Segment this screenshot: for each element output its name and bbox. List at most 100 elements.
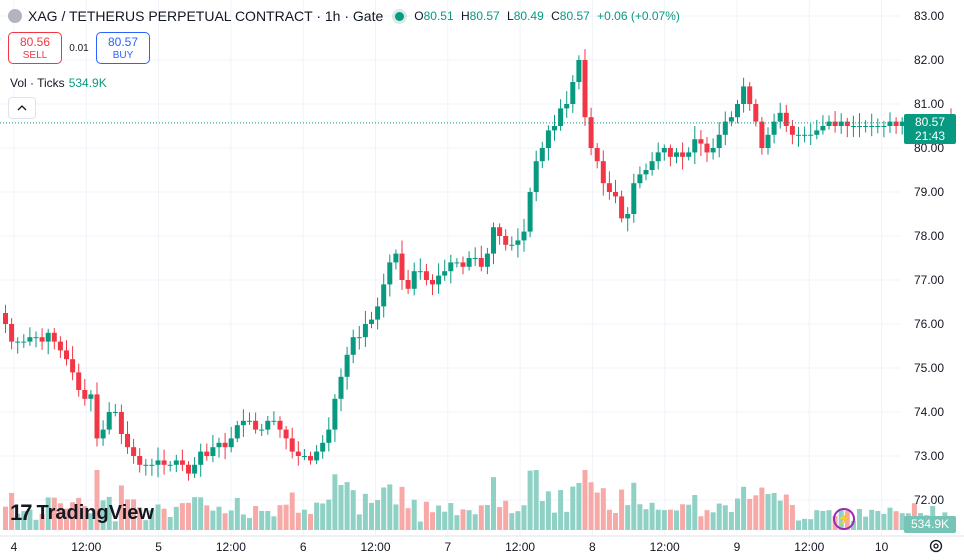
volume-bar xyxy=(759,487,765,530)
candle-body xyxy=(460,262,466,267)
price-tick-label: 73.00 xyxy=(914,449,944,463)
volume-bar xyxy=(301,509,307,530)
volume-bar xyxy=(783,494,789,530)
candle-body xyxy=(545,130,551,148)
time-tick-label: 7 xyxy=(444,540,451,554)
time-tick-label: 5 xyxy=(155,540,162,554)
volume-bar xyxy=(57,503,63,530)
candle-body xyxy=(277,420,283,430)
candle-body xyxy=(674,152,679,157)
sell-label: SELL xyxy=(22,50,48,61)
volume-bar xyxy=(76,497,82,530)
ohlc-legend: O80.51 H80.57 L80.49 C80.57 +0.06 (+0.07… xyxy=(414,9,680,23)
volume-bar xyxy=(564,511,570,530)
candle-body xyxy=(356,337,362,339)
buy-button[interactable]: 80.57 BUY xyxy=(96,32,150,64)
volume-bar xyxy=(430,512,435,530)
volume-bar xyxy=(637,504,643,530)
volume-bar xyxy=(9,492,15,530)
candle-body xyxy=(667,148,673,157)
candle-body xyxy=(57,341,63,351)
volume-bar xyxy=(497,507,503,530)
volume-bar xyxy=(753,495,759,530)
volume-bar xyxy=(777,500,783,530)
volume-legend[interactable]: Vol · Ticks 534.9K xyxy=(10,76,107,90)
sell-button[interactable]: 80.56 SELL xyxy=(8,32,62,64)
candle-body xyxy=(844,121,850,126)
gear-icon[interactable] xyxy=(928,538,944,554)
volume-bar xyxy=(332,474,338,530)
candle-body xyxy=(716,134,722,148)
candle-body xyxy=(735,104,740,118)
volume-bar xyxy=(240,514,246,530)
volume-bar xyxy=(173,506,179,530)
volume-bar xyxy=(680,504,686,530)
volume-bar xyxy=(545,491,551,530)
volume-bar xyxy=(796,520,801,530)
market-status-icon xyxy=(395,11,405,21)
volume-bar xyxy=(106,496,112,530)
volume-bar xyxy=(27,509,33,530)
volume-bar xyxy=(850,520,856,530)
candle-body xyxy=(33,337,39,339)
volume-bar xyxy=(15,513,21,530)
volume-bar xyxy=(704,510,710,530)
symbol-title[interactable]: XAG / TETHERUS PERPETUAL CONTRACT · 1h ·… xyxy=(28,8,384,24)
candle-body xyxy=(777,112,783,122)
volume-bar xyxy=(735,498,740,530)
volume-bar xyxy=(411,499,417,530)
volume-bar xyxy=(442,511,448,530)
volume-bar xyxy=(417,521,423,530)
volume-bar xyxy=(314,502,320,530)
volume-bar xyxy=(125,499,130,530)
candle-body xyxy=(265,420,271,430)
candle-body xyxy=(405,280,411,289)
volume-bar xyxy=(222,513,228,530)
volume-bar xyxy=(558,490,564,530)
volume-bar xyxy=(741,486,747,530)
time-tick-label: 6 xyxy=(300,540,307,554)
candle-body xyxy=(88,394,94,399)
candle-body xyxy=(643,170,649,175)
volume-bar xyxy=(606,509,612,530)
candle-body xyxy=(521,231,527,241)
current-price-tag: 80.57 21:43 xyxy=(904,114,956,144)
candle-body xyxy=(15,341,21,343)
trade-panel: 80.56 SELL 0.01 80.57 BUY xyxy=(8,32,150,64)
candle-body xyxy=(661,148,667,153)
candle-body xyxy=(582,60,588,118)
tradingview-logo[interactable]: 17 TradingView xyxy=(10,500,154,526)
volume-bar xyxy=(802,518,808,530)
candle-body xyxy=(594,148,600,162)
candle-body xyxy=(350,337,356,355)
collapse-legend-button[interactable] xyxy=(8,97,36,119)
candle-body xyxy=(600,161,606,184)
candle-body xyxy=(314,451,320,461)
volume-bar xyxy=(893,511,899,530)
volume-bar xyxy=(448,503,454,530)
volume-bar xyxy=(3,506,8,530)
volume-bar xyxy=(33,519,39,530)
volume-bar xyxy=(198,497,204,530)
volume-bar xyxy=(204,505,210,530)
candle-body xyxy=(137,456,143,465)
volume-bar xyxy=(863,516,869,530)
lightning-icon[interactable]: ⚡ xyxy=(833,508,855,530)
volume-bar xyxy=(155,504,161,530)
candle-body xyxy=(362,324,368,338)
volume-bar xyxy=(881,513,887,530)
volume-bar xyxy=(521,505,527,530)
time-axis: 4 12:00 5 12:00 6 12:00 7 12:00 8 12:00 9 12:00 10 xyxy=(11,540,889,554)
candle-body xyxy=(21,341,27,343)
low-value: 80.49 xyxy=(513,9,544,23)
candle-body xyxy=(204,451,210,456)
volume-bar xyxy=(600,488,606,530)
volume-bar xyxy=(21,511,27,530)
volume-bar xyxy=(613,513,618,530)
open-value: 80.51 xyxy=(423,9,454,23)
candle-body xyxy=(899,121,905,126)
candle-body xyxy=(155,460,161,465)
volume-bar xyxy=(295,512,301,530)
candle-body xyxy=(64,350,69,360)
